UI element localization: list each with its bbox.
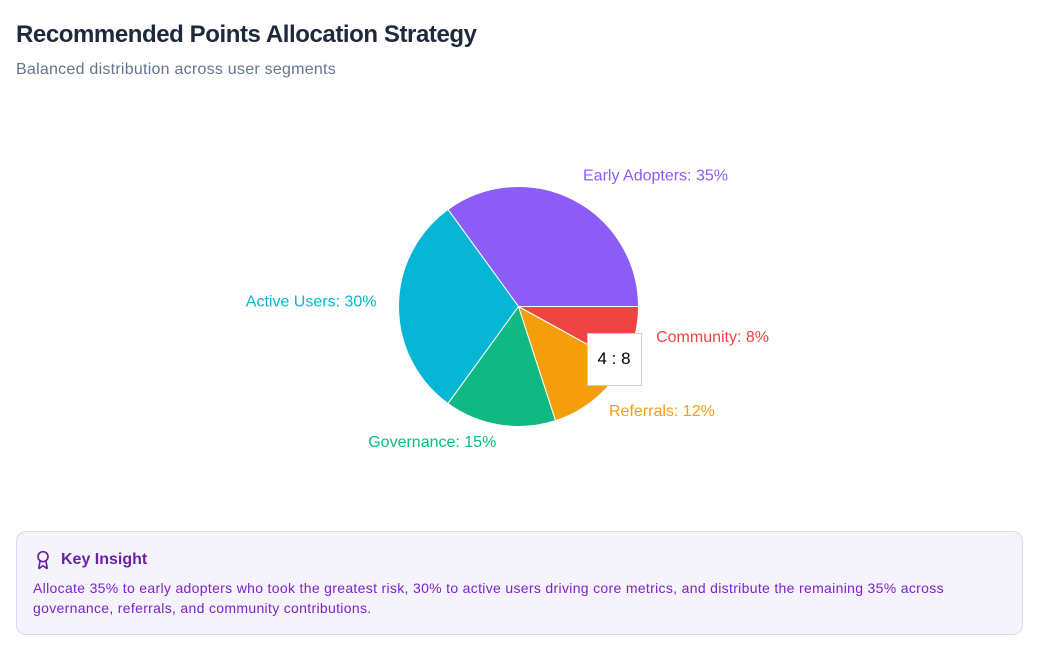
- svg-text:Early Adopters: 35%: Early Adopters: 35%: [583, 168, 728, 185]
- svg-text:Community: 8%: Community: 8%: [656, 329, 769, 346]
- svg-text:Active Users: 30%: Active Users: 30%: [246, 294, 377, 311]
- svg-text:Governance: 15%: Governance: 15%: [368, 434, 496, 451]
- svg-text:Referrals: 12%: Referrals: 12%: [609, 403, 715, 420]
